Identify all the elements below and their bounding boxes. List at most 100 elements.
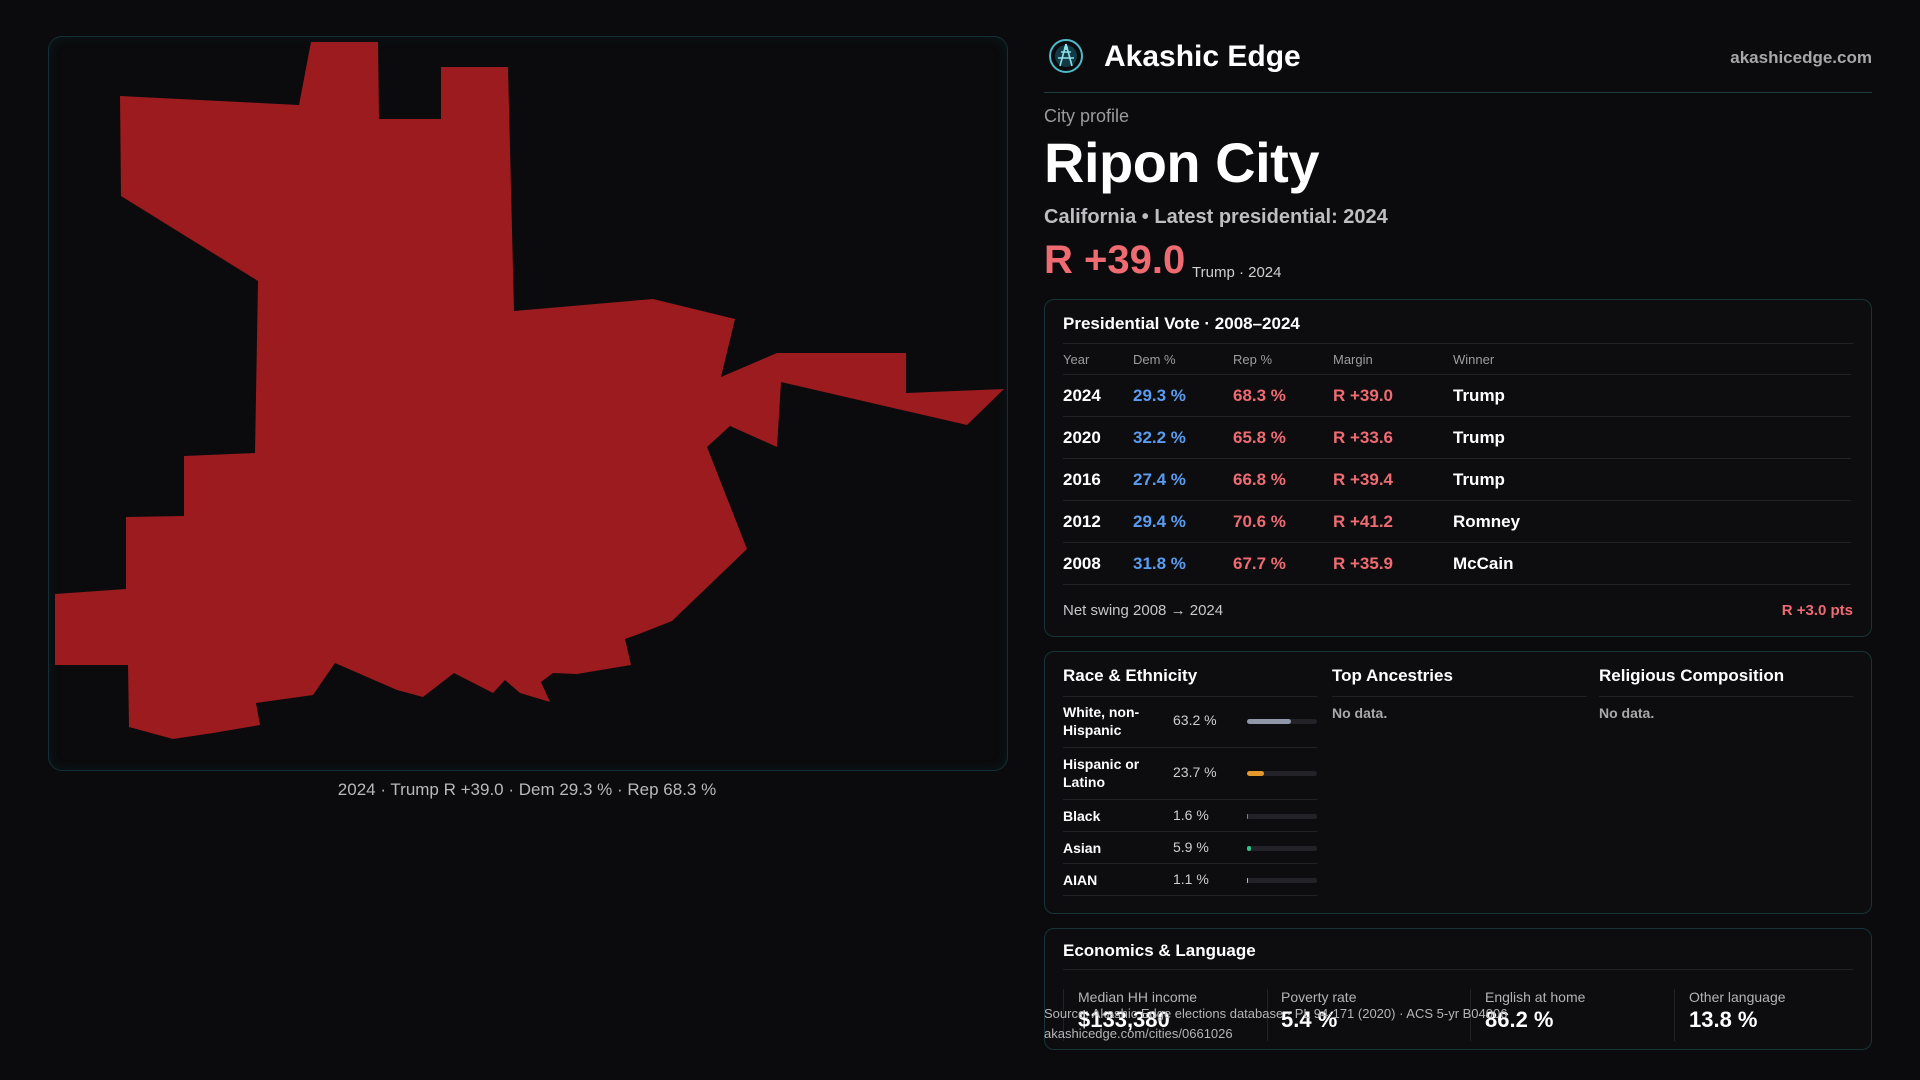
year-cell: 2024 (1063, 374, 1133, 417)
stat-other-language: Other language 13.8 % (1689, 989, 1871, 1033)
dem-cell: 31.8 % (1133, 542, 1233, 585)
top-ancestries-section: Top Ancestries No data. (1332, 666, 1587, 721)
brand-name[interactable]: Akashic Edge (1104, 40, 1301, 73)
margin-cell: R +35.9 (1333, 542, 1453, 585)
race-label: Hispanic or Latino (1063, 756, 1140, 790)
source-url[interactable]: akashicedge.com/cities/0661026 (1044, 1026, 1233, 1041)
race-share-bar (1247, 814, 1317, 819)
stat-median-income: Median HH income $133,380 (1078, 989, 1278, 1033)
stat-label: Other language (1689, 989, 1786, 1005)
column-header-margin: Margin (1333, 344, 1453, 375)
race-percent: 63.2 % (1173, 712, 1217, 728)
dem-cell: 32.2 % (1133, 416, 1233, 459)
race-ethnicity-title: Race & Ethnicity (1063, 666, 1317, 697)
source-footer: Source: Akashic Edge elections database … (1044, 1004, 1507, 1044)
column-header-year: Year (1063, 344, 1133, 375)
city-boundary-shape (55, 42, 1004, 739)
margin-cell: R +39.4 (1333, 458, 1453, 501)
top-ancestries-title: Top Ancestries (1332, 666, 1587, 697)
stat-label: English at home (1485, 989, 1586, 1005)
race-row: White, non-Hispanic 63.2 % (1063, 697, 1317, 748)
religious-composition-title: Religious Composition (1599, 666, 1853, 697)
stat-value: 13.8 % (1689, 1007, 1758, 1032)
race-ethnicity-section: Race & Ethnicity White, non-Hispanic 63.… (1063, 666, 1317, 896)
race-share-fill (1247, 814, 1249, 819)
source-text: Source: Akashic Edge elections database … (1044, 1006, 1508, 1021)
stat-poverty-rate: Poverty rate 5.4 % (1281, 989, 1481, 1033)
table-header-row: Year Dem % Rep % Margin Winner (1063, 344, 1851, 375)
race-percent: 1.1 % (1173, 871, 1209, 887)
stat-label: Poverty rate (1281, 989, 1357, 1005)
race-percent: 23.7 % (1173, 764, 1217, 780)
site-link[interactable]: akashicedge.com (1730, 48, 1872, 67)
race-row: Hispanic or Latino 23.7 % (1063, 748, 1317, 800)
race-share-fill (1247, 771, 1264, 776)
net-swing-label: Net swing 2008 → 2024 (1063, 602, 1224, 619)
table-row: 2008 31.8 % 67.7 % R +35.9 McCain (1063, 542, 1851, 585)
economics-language-card: Economics & Language Median HH income $1… (1044, 928, 1872, 1050)
presidential-vote-table: Year Dem % Rep % Margin Winner 2024 29.3… (1063, 344, 1851, 585)
race-label: AIAN (1063, 872, 1098, 888)
stat-value: 5.4 % (1281, 1007, 1338, 1032)
race-share-bar (1247, 846, 1317, 851)
divider (1674, 989, 1675, 1041)
page-kicker: City profile (1044, 106, 1130, 126)
winner-cell: Trump (1453, 416, 1851, 459)
stat-value: $133,380 (1078, 1007, 1170, 1032)
year-cell: 2008 (1063, 542, 1133, 585)
race-percent: 1.6 % (1173, 807, 1209, 823)
stat-label: Median HH income (1078, 989, 1198, 1005)
header: Akashic Edge akashicedge.com (1044, 36, 1872, 93)
stat-english-at-home: English at home 86.2 % (1485, 989, 1685, 1033)
winner-cell: McCain (1453, 542, 1851, 585)
stat-value: 86.2 % (1485, 1007, 1554, 1032)
latest-margin: R +39.0 (1044, 238, 1186, 282)
year-cell: 2016 (1063, 458, 1133, 501)
table-row: 2020 32.2 % 65.8 % R +33.6 Trump (1063, 416, 1851, 459)
net-swing-value: R +3.0 pts (1781, 602, 1853, 619)
dem-cell: 27.4 % (1133, 458, 1233, 501)
margin-cell: R +39.0 (1333, 374, 1453, 417)
page-title: Ripon City (1044, 131, 1319, 194)
map-caption: 2024 · Trump R +39.0 · Dem 29.3 % · Rep … (337, 780, 717, 799)
race-share-bar (1247, 719, 1317, 724)
year-cell: 2012 (1063, 500, 1133, 543)
demographics-card: Race & Ethnicity White, non-Hispanic 63.… (1044, 651, 1872, 914)
table-row: 2012 29.4 % 70.6 % R +41.2 Romney (1063, 500, 1851, 543)
column-header-dem: Dem % (1133, 344, 1233, 375)
race-label: White, non-Hispanic (1063, 704, 1140, 738)
economics-language-title: Economics & Language (1063, 941, 1256, 960)
race-label: Black (1063, 808, 1101, 824)
city-boundary-map (55, 42, 1004, 739)
rep-cell: 67.7 % (1233, 542, 1333, 585)
winner-cell: Trump (1453, 458, 1851, 501)
divider (1267, 989, 1268, 1041)
religious-composition-section: Religious Composition No data. (1599, 666, 1853, 721)
divider (1063, 989, 1064, 1041)
presidential-vote-title: Presidential Vote · 2008–2024 (1063, 314, 1300, 333)
dem-cell: 29.4 % (1133, 500, 1233, 543)
rep-cell: 65.8 % (1233, 416, 1333, 459)
compass-globe-icon[interactable] (1048, 38, 1084, 74)
rep-cell: 68.3 % (1233, 374, 1333, 417)
ancestries-empty-text: No data. (1332, 705, 1388, 721)
race-share-fill (1247, 846, 1252, 851)
winner-cell: Romney (1453, 500, 1851, 543)
divider (1063, 969, 1853, 970)
race-row: Asian 5.9 % (1063, 832, 1317, 864)
race-share-fill (1247, 719, 1292, 724)
race-label: Asian (1063, 840, 1102, 856)
race-share-bar (1247, 771, 1317, 776)
margin-cell: R +41.2 (1333, 500, 1453, 543)
table-row: 2024 29.3 % 68.3 % R +39.0 Trump (1063, 374, 1851, 417)
presidential-vote-card: Presidential Vote · 2008–2024 Year Dem %… (1044, 299, 1872, 637)
race-row: Black 1.6 % (1063, 800, 1317, 832)
page-subtitle: California • Latest presidential: 2024 (1044, 206, 1388, 228)
margin-cell: R +33.6 (1333, 416, 1453, 459)
rep-cell: 66.8 % (1233, 458, 1333, 501)
city-map-panel (48, 36, 1008, 771)
race-row: AIAN 1.1 % (1063, 864, 1317, 896)
column-header-winner: Winner (1453, 344, 1851, 375)
latest-margin-note: Trump · 2024 (1192, 264, 1282, 281)
race-share-bar (1247, 878, 1317, 883)
